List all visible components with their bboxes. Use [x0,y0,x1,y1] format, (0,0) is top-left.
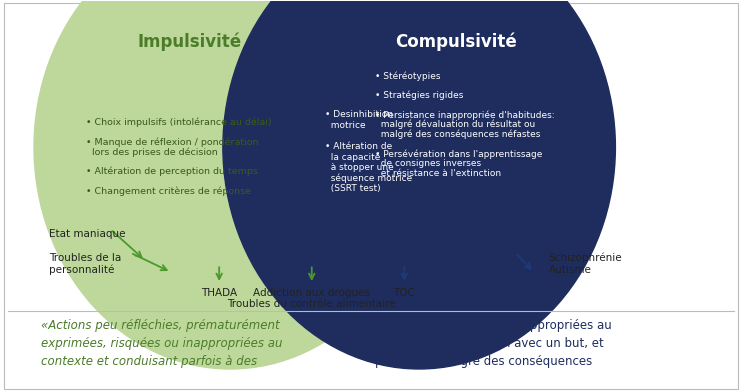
Text: motrice: motrice [325,121,366,130]
Text: malgré dévaluation du résultat ou: malgré dévaluation du résultat ou [375,120,535,129]
Ellipse shape [223,0,615,369]
Text: • Altération de perception du temps: • Altération de perception du temps [86,167,257,176]
Text: THADA: THADA [201,288,237,298]
Text: • Stéréotypies: • Stéréotypies [375,71,440,80]
Text: Addiction aux drogues
Troubles du contrôle alimentaire: Addiction aux drogues Troubles du contrô… [228,288,396,309]
Text: séquence motrice: séquence motrice [325,173,413,183]
Text: Impulsivité: Impulsivité [137,33,242,51]
Ellipse shape [34,0,427,369]
Text: Schizophrénie
Autisme: Schizophrénie Autisme [549,252,623,275]
Text: • Manque de réflexion / pondération: • Manque de réflexion / pondération [86,137,258,147]
Text: • Changement critères de réponse: • Changement critères de réponse [86,186,251,196]
Text: • Desinhibition: • Desinhibition [325,110,393,119]
Text: de consignes inverses: de consignes inverses [375,159,481,168]
Text: Etat maniaque: Etat maniaque [49,229,125,239]
Text: à stopper une: à stopper une [325,163,394,172]
Text: • Persévération dans l'apprentissage: • Persévération dans l'apprentissage [375,149,542,158]
Text: la capacité: la capacité [325,152,381,162]
Text: • Persistance inappropriée d'habitudes:: • Persistance inappropriée d'habitudes: [375,110,554,120]
Text: «Actions peu réfléchies, prématurément
exprimées, risquées ou inappropriées au
c: «Actions peu réfléchies, prématurément e… [42,319,283,368]
Text: (SSRT test): (SSRT test) [325,184,381,193]
Text: «Actions répétitives et inappropriées au
contexte, sans relation avec un but, et: «Actions répétitives et inappropriées au… [375,319,611,368]
Text: • Altération de: • Altération de [325,142,393,151]
Text: Compulsivité: Compulsivité [395,33,517,51]
Text: malgré des conséquences néfastes: malgré des conséquences néfastes [375,129,540,139]
Text: • Stratégies rigides: • Stratégies rigides [375,91,463,100]
Text: et résistance à l'extinction: et résistance à l'extinction [375,169,501,178]
Text: TOC: TOC [393,288,416,298]
Text: Troubles de la
personnalité: Troubles de la personnalité [49,252,121,275]
Text: lors des prises de décision: lors des prises de décision [86,147,217,157]
Text: • Choix impulsifs (intolérance au délai): • Choix impulsifs (intolérance au délai) [86,118,272,127]
